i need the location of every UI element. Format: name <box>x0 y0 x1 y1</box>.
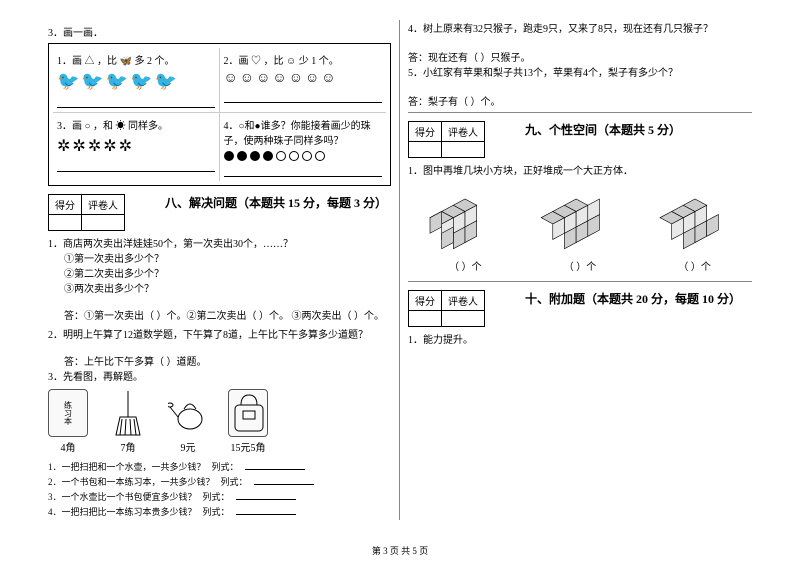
item-price-2: 9元 <box>168 439 208 454</box>
answer-line <box>224 91 383 103</box>
item-price-1: 7角 <box>108 439 148 454</box>
score-h1: 得分 <box>409 122 442 142</box>
box-c1-title: 1．画 △ ，比 🦋 多 2 个。 <box>57 52 215 67</box>
box-c2-title: 2．画 ♡ ，比 ☺ 少 1 个。 <box>224 52 383 67</box>
item-bag: 15元5角 <box>228 389 268 454</box>
item-price-3: 15元5角 <box>228 439 268 454</box>
cube-label-1: （ ）个 <box>425 258 505 273</box>
items-row: 练习本 4角 7角 9元 15元5角 <box>48 389 391 454</box>
wateringcan-icon <box>168 393 208 433</box>
score-h2: 评卷人 <box>82 195 125 215</box>
sec8-q1c: ③两次卖出多少个？ <box>64 280 391 295</box>
item-notebook: 练习本 4角 <box>48 389 88 454</box>
price-line-3: 3．一个水壶比一个书包便宜多少钱？列式： <box>48 490 391 503</box>
dots-row <box>224 151 383 161</box>
broom-icon <box>114 389 142 437</box>
right-q5ans: 答：梨子有（ ）个。 <box>408 93 752 108</box>
item-broom: 7角 <box>108 389 148 454</box>
sec8-q2ans: 答：上午比下午多算（ ）道题。 <box>64 353 391 368</box>
cube-label-2: （ ）个 <box>540 258 620 273</box>
birds-row: 🐦🐦🐦🐦🐦 <box>57 71 215 92</box>
sec8-q3: 3．先看图，再解题。 <box>48 368 391 383</box>
sec8-q1a: ①第一次卖出多少个？ <box>64 250 391 265</box>
cube-svg-1 <box>425 185 505 255</box>
box-c4-title: 4．○和●谁多？你能接着画少的珠子，使两种珠子同样多吗？ <box>224 117 383 147</box>
score-box-8: 得分评卷人 八、解决问题（本题共 15 分，每题 3 分） <box>48 194 391 231</box>
box-c3-title: 3．画 ○ ，和 ☀ 同样多。 <box>57 117 215 132</box>
price-line-2: 2．一个书包和一本练习本，一共多少钱？列式： <box>48 475 391 488</box>
q3-title: 3．画一画． <box>48 24 391 39</box>
price-line-4: 4．一把扫把比一本练习本贵多少钱？列式： <box>48 505 391 518</box>
sec8-q1b: ②第二次卖出多少个？ <box>64 265 391 280</box>
score-h1: 得分 <box>409 291 442 311</box>
sec9-q1: 1．图中再堆几块小方块，正好堆成一个大正方体． <box>408 162 752 177</box>
right-q4ans: 答：现在还有（ ）只猴子。 <box>408 49 752 64</box>
price-line-1: 1．一把扫把和一个水壶，一共多少钱？列式： <box>48 460 391 473</box>
right-q4: 4．树上原来有32只猴子，跑走9只，又来了8只，现在还有几只猴子？ <box>408 20 752 35</box>
answer-line <box>57 160 215 172</box>
sec8-q2: 2．明明上午算了12道数学题，下午算了8道，上午比下午多算多少道题？ <box>48 326 391 341</box>
faces-row: ☺☺☺☺☺☺☺ <box>224 71 383 87</box>
section-10-title: 十、附加题（本题共 20 分，每题 10 分） <box>525 290 741 327</box>
cube-fig-1: （ ）个 <box>425 185 505 273</box>
sec10-q1: 1．能力提升。 <box>408 331 752 346</box>
score-box-9: 得分评卷人 九、个性空间（本题共 5 分） <box>408 121 752 158</box>
score-h2: 评卷人 <box>442 291 485 311</box>
suns-row: ✲✲✲✲✲ <box>57 136 215 156</box>
item-wateringcan: 9元 <box>168 389 208 454</box>
section-8-title: 八、解决问题（本题共 15 分，每题 3 分） <box>165 194 387 231</box>
answer-line <box>57 96 215 108</box>
answer-line <box>224 165 383 177</box>
sec8-q1: 1．商店两次卖出洋娃娃50个，第一次卖出30个，……？ <box>48 235 391 250</box>
item-price-0: 4角 <box>48 439 88 454</box>
cube-fig-2: （ ）个 <box>540 185 620 273</box>
cubes-row: （ ）个 （ ）个 <box>408 185 752 273</box>
page-footer: 第 3 页 共 5 页 <box>0 544 800 557</box>
section-9-title: 九、个性空间（本题共 5 分） <box>525 121 681 158</box>
cube-label-3: （ ）个 <box>655 258 735 273</box>
score-h2: 评卷人 <box>442 122 485 142</box>
bag-icon <box>229 391 267 435</box>
score-h1: 得分 <box>49 195 82 215</box>
score-box-10: 得分评卷人 十、附加题（本题共 20 分，每题 10 分） <box>408 290 752 327</box>
sec8-q1ans: 答：①第一次卖出（ ）个。②第二次卖出（ ）个。 ③两次卖出（ ）个。 <box>64 307 391 322</box>
drawing-box: 1．画 △ ，比 🦋 多 2 个。 🐦🐦🐦🐦🐦 2．画 ♡ ，比 ☺ 少 1 个… <box>48 43 391 186</box>
cube-svg-3 <box>655 185 735 255</box>
cube-svg-2 <box>540 185 620 255</box>
right-q5: 5．小红家有苹果和梨子共13个，苹果有4个，梨子有多少个？ <box>408 64 752 79</box>
cube-fig-3: （ ）个 <box>655 185 735 273</box>
